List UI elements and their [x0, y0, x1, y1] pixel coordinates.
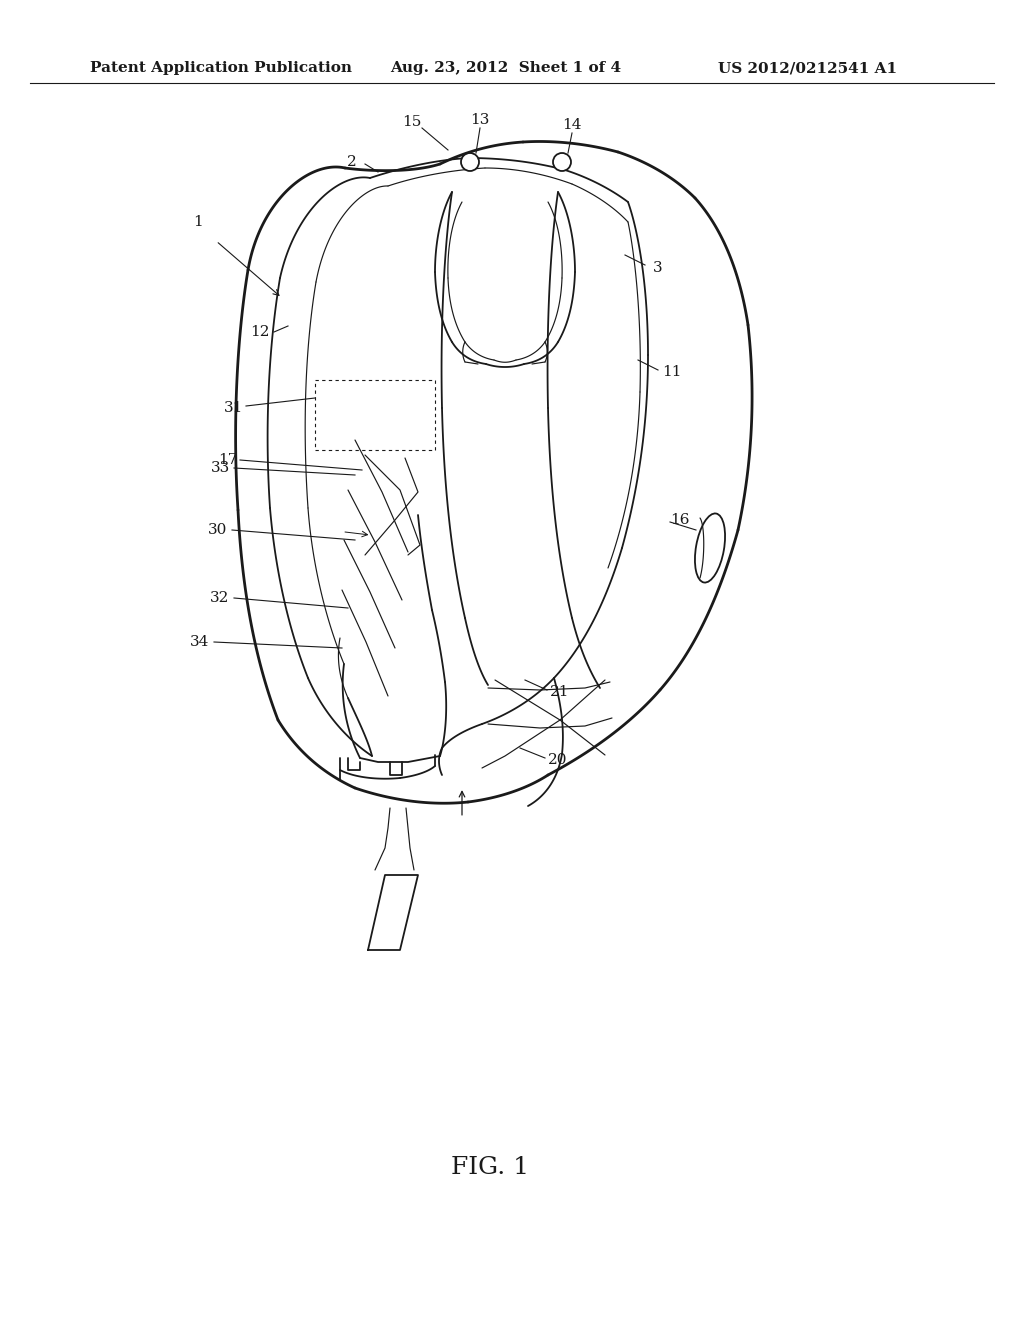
Text: 33: 33	[210, 461, 229, 475]
Text: 16: 16	[671, 513, 690, 527]
Text: FIG. 1: FIG. 1	[451, 1156, 529, 1180]
Circle shape	[553, 153, 571, 172]
Text: 17: 17	[218, 453, 238, 467]
Text: 11: 11	[663, 366, 682, 379]
Text: 2: 2	[347, 154, 357, 169]
Text: Patent Application Publication: Patent Application Publication	[90, 61, 352, 75]
Text: 32: 32	[210, 591, 229, 605]
Text: 12: 12	[250, 325, 269, 339]
Text: 34: 34	[190, 635, 210, 649]
Text: 1: 1	[194, 215, 203, 228]
Text: 15: 15	[402, 115, 422, 129]
Text: 3: 3	[653, 261, 663, 275]
Text: 13: 13	[470, 114, 489, 127]
Text: Aug. 23, 2012  Sheet 1 of 4: Aug. 23, 2012 Sheet 1 of 4	[390, 61, 622, 75]
Text: 20: 20	[548, 752, 567, 767]
Text: 21: 21	[550, 685, 569, 700]
Text: 14: 14	[562, 117, 582, 132]
Text: 30: 30	[208, 523, 227, 537]
Circle shape	[461, 153, 479, 172]
Text: US 2012/0212541 A1: US 2012/0212541 A1	[718, 61, 897, 75]
Text: 31: 31	[224, 401, 244, 414]
